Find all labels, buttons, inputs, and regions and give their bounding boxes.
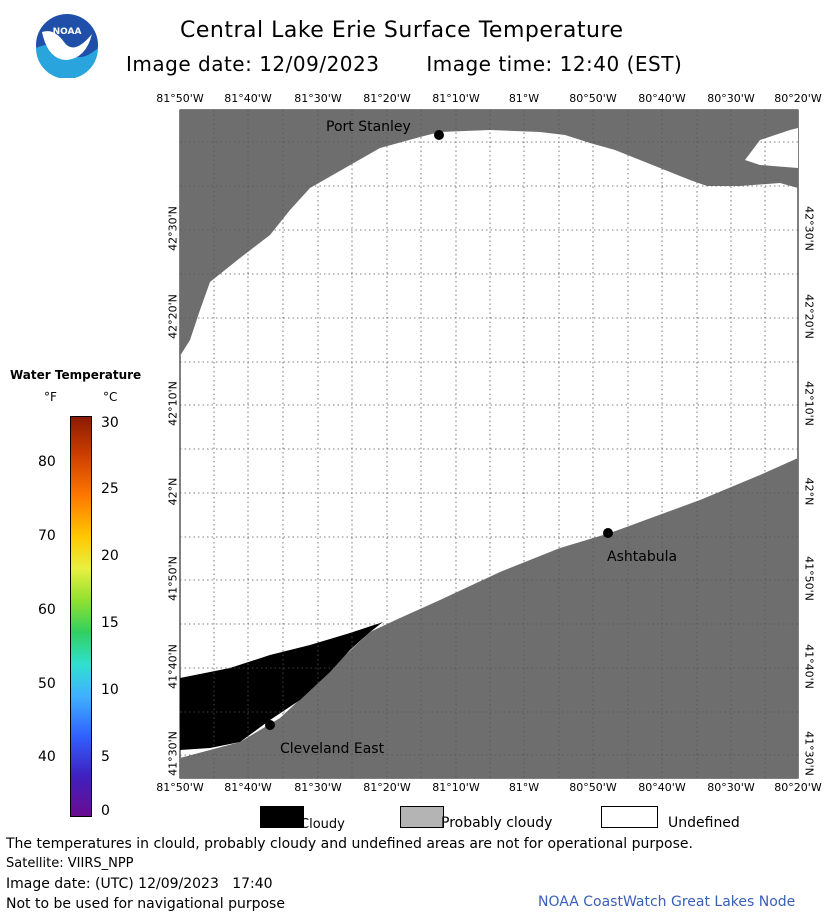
- lon-tick-bottom: 80°20'W: [774, 781, 822, 794]
- lat-tick-left: 41°40'N: [166, 644, 180, 689]
- north-shore-land: [180, 110, 798, 356]
- lon-tick-bottom: 81°W: [508, 781, 540, 794]
- place-label: Ashtabula: [607, 549, 677, 565]
- utc-date-text: Image date: (UTC) 12/09/2023 17:40: [6, 876, 273, 892]
- lon-tick-bottom: 81°10'W: [432, 781, 480, 794]
- logo-text: NOAA: [53, 27, 82, 37]
- celsius-tick: 5: [101, 749, 110, 765]
- lon-tick-bottom: 80°50'W: [569, 781, 617, 794]
- map-gridlines: [180, 110, 798, 778]
- lon-tick-top: 81°W: [508, 92, 540, 105]
- north-shore-inlet: [745, 128, 798, 168]
- lon-tick-top: 81°40'W: [224, 92, 272, 105]
- celsius-tick: 25: [101, 481, 119, 497]
- lon-tick-top: 80°20'W: [774, 92, 822, 105]
- probably-cloudy-swatch: [400, 806, 444, 828]
- lat-tick-right: 42°20'N: [802, 294, 816, 339]
- lon-tick-top: 81°50'W: [156, 92, 204, 105]
- celsius-tick: 15: [101, 615, 119, 631]
- lon-tick-bottom: 81°50'W: [156, 781, 204, 794]
- probably-cloudy-label: Probably cloudy: [441, 815, 553, 831]
- lon-tick-bottom: 81°30'W: [294, 781, 342, 794]
- lon-tick-top: 80°40'W: [638, 92, 686, 105]
- lon-tick-top: 81°20'W: [363, 92, 411, 105]
- noaa-logo-icon: NOAA: [36, 14, 98, 78]
- lon-tick-bottom: 81°40'W: [224, 781, 272, 794]
- lat-tick-right: 42°N: [802, 477, 816, 506]
- celsius-tick: 10: [101, 682, 119, 698]
- legend-title: Water Temperature: [10, 368, 142, 382]
- celsius-tick: 30: [101, 415, 119, 431]
- fahrenheit-tick: 60: [38, 602, 56, 618]
- lon-tick-top: 80°50'W: [569, 92, 617, 105]
- lon-tick-bottom: 81°20'W: [363, 781, 411, 794]
- place-dot: [265, 720, 275, 730]
- south-shore-land: [180, 458, 798, 778]
- cloud-region: [180, 622, 383, 750]
- image-time-label: Image time: 12:40 (EST): [426, 52, 683, 76]
- page-title: Central Lake Erie Surface Temperature: [180, 18, 624, 43]
- lon-tick-top: 81°30'W: [294, 92, 342, 105]
- lat-tick-left: 42°N: [166, 477, 180, 506]
- lat-tick-right: 41°50'N: [802, 556, 816, 601]
- lon-tick-bottom: 80°30'W: [707, 781, 755, 794]
- credit-text: NOAA CoastWatch Great Lakes Node: [538, 894, 796, 910]
- undefined-label: Undefined: [668, 815, 740, 831]
- place-dot: [434, 130, 444, 140]
- satellite-text: Satellite: VIIRS_NPP: [6, 856, 134, 871]
- place-markers: Port Stanley Ashtabula Cleveland East: [265, 119, 677, 757]
- lon-tick-top: 80°30'W: [707, 92, 755, 105]
- lon-tick-bottom: 80°40'W: [638, 781, 686, 794]
- undefined-swatch: [601, 806, 658, 828]
- unit-celsius: °C: [103, 390, 118, 404]
- lat-tick-right: 42°30'N: [802, 206, 816, 251]
- celsius-tick: 0: [101, 803, 110, 819]
- cloudy-label: Cloudy: [300, 817, 345, 832]
- lat-tick-left: 42°10'N: [166, 381, 180, 426]
- lat-tick-right: 42°10'N: [802, 381, 816, 426]
- fahrenheit-tick: 70: [38, 528, 56, 544]
- fahrenheit-tick: 40: [38, 749, 56, 765]
- lat-tick-left: 42°30'N: [166, 206, 180, 251]
- celsius-tick: 20: [101, 548, 119, 564]
- lon-tick-top: 81°10'W: [432, 92, 480, 105]
- lat-tick-left: 41°30'N: [166, 731, 180, 776]
- lat-tick-left: 42°20'N: [166, 294, 180, 339]
- disclaimer-text: The temperatures in clould, probably clo…: [6, 836, 693, 852]
- fahrenheit-tick: 50: [38, 676, 56, 692]
- temperature-colorbar: [70, 416, 92, 817]
- nav-warning-text: Not to be used for navigational purpose: [6, 896, 285, 912]
- image-date-label: Image date: 12/09/2023: [126, 52, 380, 76]
- place-dot: [603, 528, 613, 538]
- lat-tick-right: 41°30'N: [802, 731, 816, 776]
- subtitle: Image date: 12/09/2023 Image time: 12:40…: [126, 52, 682, 76]
- lat-tick-right: 41°40'N: [802, 644, 816, 689]
- unit-fahrenheit: °F: [44, 390, 57, 404]
- place-label: Port Stanley: [326, 119, 411, 135]
- lat-tick-left: 41°50'N: [166, 556, 180, 601]
- place-label: Cleveland East: [280, 741, 385, 757]
- cloudy-swatch: [260, 806, 304, 828]
- fahrenheit-tick: 80: [38, 454, 56, 470]
